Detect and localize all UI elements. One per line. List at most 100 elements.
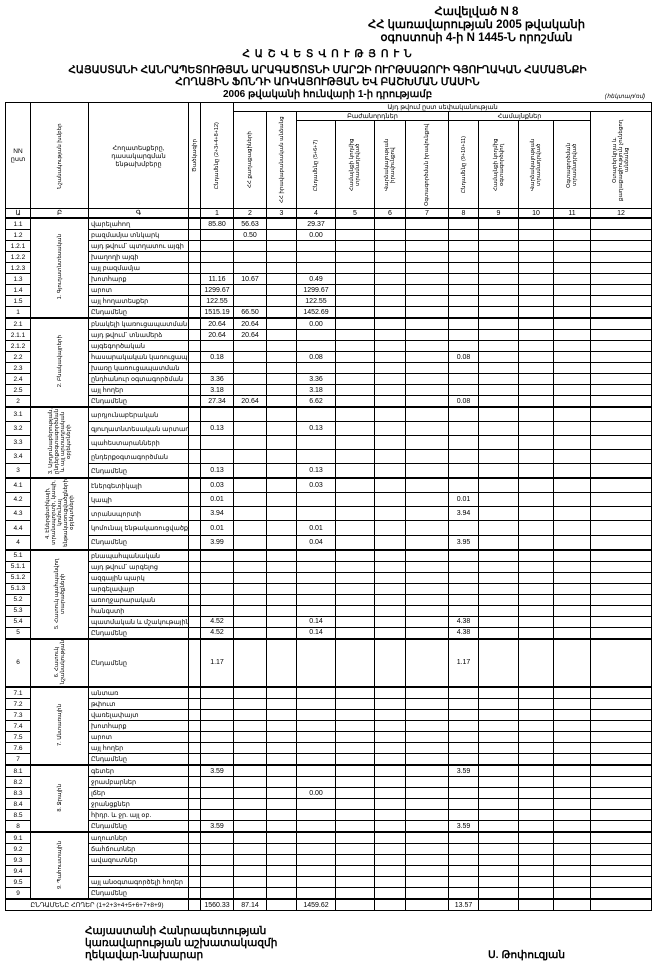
value-cell: [589, 240, 653, 252]
value-cell: 29.37: [296, 217, 336, 230]
value-cell: [374, 262, 406, 274]
code-cell: [188, 406, 201, 422]
value-cell: [405, 463, 449, 479]
value-cell: [448, 798, 479, 811]
land-type: կապի: [88, 492, 189, 508]
value-cell: [233, 843, 267, 856]
group-label-text: 8. Ջրային: [56, 783, 63, 812]
value-cell: [374, 229, 406, 241]
value-cell: [374, 351, 406, 363]
value-cell: [448, 262, 479, 274]
table-row: 6 6. Հատուկ նշանակության Ընդամենը 1.17 1.17: [5, 637, 653, 688]
col-10: Վարձակալության տրամադրված: [530, 138, 542, 191]
value-cell: [233, 284, 267, 296]
value-cell: [518, 809, 554, 822]
land-type: Ընդամենը: [88, 463, 189, 479]
value-cell: [374, 742, 406, 755]
value-cell: [233, 626, 267, 640]
table-row: 4.4 կոմունալ ենթակառուցվածքների 0.01 0.01: [5, 520, 653, 536]
value-cell: [335, 615, 375, 628]
value-cell: 11.16: [200, 273, 234, 285]
value-cell: [233, 698, 267, 711]
value-cell: [478, 876, 519, 889]
value-cell: [296, 686, 336, 700]
code-cell: [188, 764, 201, 778]
value-cell: [335, 477, 375, 494]
value-cell: 27.34: [200, 395, 234, 408]
value-cell: [518, 626, 554, 640]
value-cell: [266, 449, 297, 464]
value-cell: [553, 753, 591, 766]
row-number: 9: [5, 887, 31, 900]
land-type: խոտհարք: [88, 273, 189, 285]
value-cell: [518, 273, 554, 285]
value-cell: [405, 217, 449, 230]
value-cell: [296, 362, 336, 374]
code-cell: [188, 435, 201, 450]
value-cell: [335, 395, 375, 408]
code-cell: [188, 720, 201, 733]
value-cell: [405, 534, 449, 551]
table-row: 8.4 ջրանցքներ: [5, 798, 653, 811]
land-type: պահեստարանների: [88, 435, 189, 450]
value-cell: [405, 698, 449, 711]
value-cell: 0.04: [296, 534, 336, 551]
value-cell: [233, 582, 267, 595]
column-number: 6: [374, 208, 406, 219]
value-cell: [589, 604, 653, 617]
table-row: 3.3 պահեստարանների: [5, 435, 653, 450]
value-cell: [405, 615, 449, 628]
col-total: Ընդամենը (2+3+4+8+12): [214, 122, 220, 189]
value-cell: [589, 477, 653, 494]
value-cell: [335, 273, 375, 285]
value-cell: [296, 798, 336, 811]
value-cell: [233, 548, 267, 562]
document-subtitle-2: ՀՈՂԱՅԻՆ ՖՈՆԴԻ ԱՌԿԱՅՈՒԹՅԱՆ ԵՎ ԲԱՇԽՄԱՆ ՄԱՍ…: [175, 76, 480, 88]
code-cell: [188, 876, 201, 889]
value-cell: [405, 492, 449, 508]
value-cell: [405, 843, 449, 856]
value-cell: [296, 340, 336, 352]
value-cell: [374, 686, 406, 700]
land-type: թփուտ: [88, 698, 189, 711]
value-cell: [478, 435, 519, 450]
table-row: 1.5 այլ հողատեսքեր 122.55 122.55: [5, 295, 653, 307]
total-value: 13.57: [448, 898, 479, 912]
value-cell: [405, 709, 449, 722]
value-cell: [296, 604, 336, 617]
value-cell: [405, 548, 449, 562]
value-cell: [335, 731, 375, 744]
value-cell: [335, 582, 375, 595]
value-cell: [200, 698, 234, 711]
value-cell: [478, 742, 519, 755]
value-cell: [296, 764, 336, 778]
code-cell: [188, 731, 201, 744]
value-cell: [478, 798, 519, 811]
group-label: 2. Բնակավայրերի: [30, 317, 89, 408]
table-row: 2.2 հասարակական կառուցապատման 0.18 0.08 0.08: [5, 351, 653, 363]
code-cell: [188, 395, 201, 408]
land-type: արգելավայր: [88, 582, 189, 595]
land-type: այլ հողեր: [88, 742, 189, 755]
value-cell: [589, 463, 653, 479]
row-number: 4.2: [5, 492, 31, 508]
value-cell: 3.95: [448, 534, 479, 551]
value-cell: [448, 229, 479, 241]
value-cell: [335, 435, 375, 450]
value-cell: [374, 720, 406, 733]
value-cell: [200, 776, 234, 789]
row-number: 5.1.2: [5, 571, 31, 584]
value-cell: 20.64: [233, 329, 267, 341]
value-cell: [448, 742, 479, 755]
value-cell: [233, 351, 267, 363]
value-cell: [405, 731, 449, 744]
row-number: 8.2: [5, 776, 31, 789]
value-cell: [266, 764, 297, 778]
code-cell: [188, 306, 201, 319]
value-cell: [478, 463, 519, 479]
value-cell: [233, 637, 267, 688]
value-cell: [233, 593, 267, 606]
value-cell: [296, 435, 336, 450]
value-cell: [553, 843, 591, 856]
value-cell: 3.94: [200, 506, 234, 522]
